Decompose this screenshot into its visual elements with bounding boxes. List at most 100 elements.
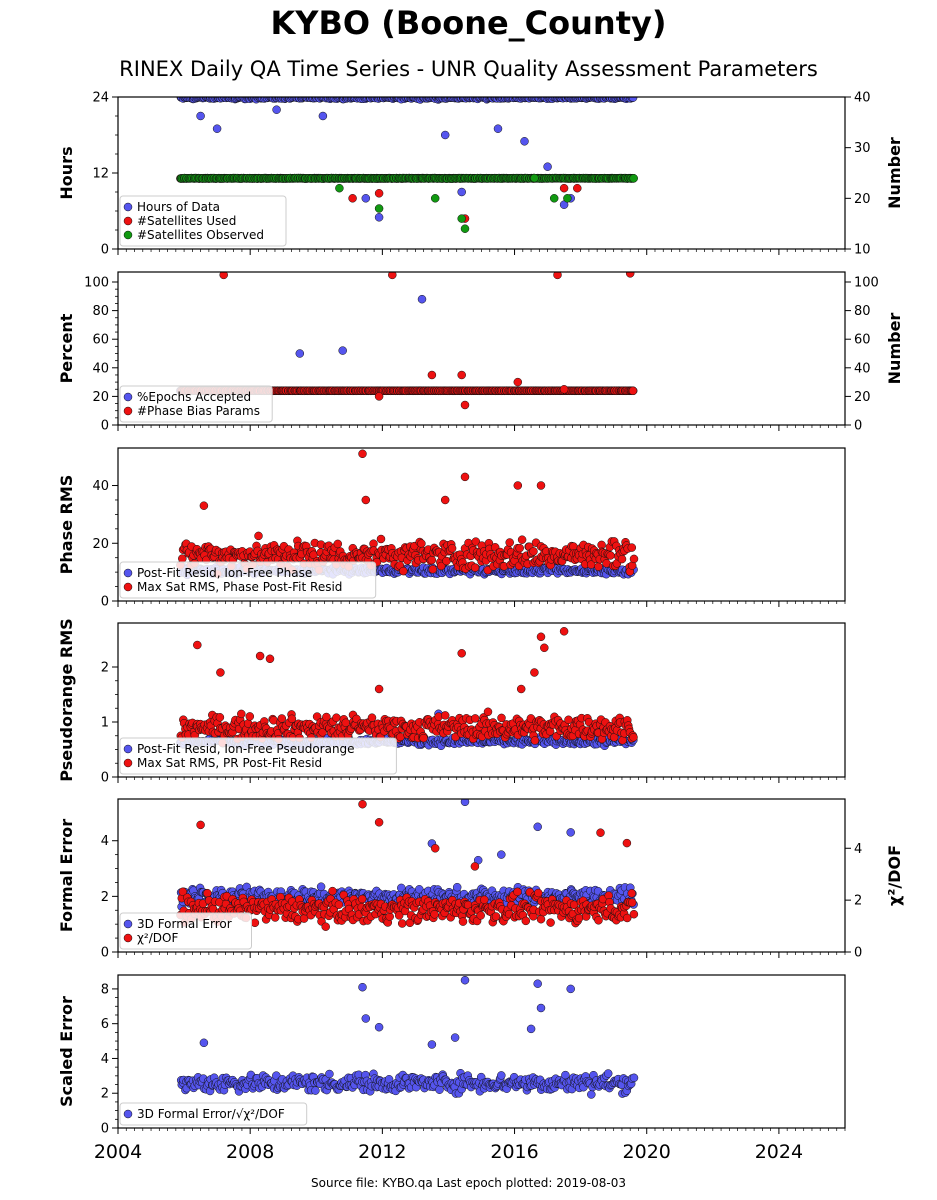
data-point: [536, 632, 546, 642]
data-point: [457, 370, 466, 380]
data-point: [533, 822, 542, 832]
data-point: [625, 272, 635, 278]
legend-panel-4: Post-Fit Resid, Ion-Free PseudorangeMax …: [119, 737, 397, 775]
data-points-panel-3: [176, 449, 639, 580]
data-point: [374, 189, 384, 198]
data-point: [367, 713, 377, 722]
legend-marker: [123, 406, 133, 416]
data-point: [497, 850, 506, 859]
data-point: [334, 900, 344, 909]
data-point: [460, 224, 470, 233]
data-point: [471, 537, 481, 546]
data-point: [237, 709, 246, 719]
y-axis-label: Percent: [57, 313, 76, 383]
legend-label: #Satellites Used: [137, 214, 236, 228]
data-point: [374, 213, 384, 222]
legend-marker: [123, 744, 133, 754]
data-point: [540, 643, 549, 653]
legend-marker: [123, 216, 133, 226]
data-point: [388, 272, 397, 280]
legend-label: #Phase Bias Params: [137, 404, 260, 418]
data-point: [277, 714, 287, 723]
y-tick-label: 80: [92, 304, 109, 319]
data-point: [513, 377, 523, 387]
legend-box: [119, 737, 397, 775]
y-tick-label: 20: [92, 537, 109, 552]
legend-marker: [123, 392, 133, 402]
y2-tick-label: 40: [854, 91, 871, 106]
data-point: [559, 627, 569, 636]
data-point: [460, 799, 470, 807]
y2-tick-label: 40: [854, 361, 871, 376]
data-point: [543, 162, 552, 171]
data-point: [178, 887, 188, 897]
data-point: [440, 130, 450, 140]
y2-tick-label: 60: [854, 333, 871, 348]
data-point: [566, 828, 575, 837]
data-point: [295, 349, 305, 358]
data-point: [270, 913, 280, 922]
legend-box: [119, 195, 287, 247]
data-point: [430, 194, 440, 203]
data-point: [428, 565, 438, 574]
data-point: [358, 449, 367, 459]
y-tick-label: 24: [92, 91, 109, 106]
data-point: [245, 712, 255, 721]
data-point: [629, 554, 639, 564]
data-point: [493, 124, 503, 133]
data-point: [617, 554, 627, 564]
data-point: [357, 894, 367, 904]
data-point: [553, 272, 562, 280]
data-point: [193, 640, 202, 650]
legend-label: Max Sat RMS, Phase Post-Fit Resid: [137, 580, 342, 594]
legend-panel-2: %Epochs Accepted#Phase Bias Params: [119, 385, 273, 423]
figure-title: KYBO (Boone_County): [270, 4, 667, 42]
data-point: [385, 912, 394, 921]
data-point: [618, 736, 627, 745]
y2-axis-label: Number: [885, 313, 904, 385]
data-point: [376, 534, 386, 544]
data-point: [629, 733, 638, 742]
y-axis-label: Pseudorange RMS: [57, 618, 76, 781]
data-point: [470, 714, 480, 723]
data-point: [265, 654, 275, 664]
data-point: [460, 400, 470, 410]
legend-box: [119, 385, 273, 423]
data-point: [338, 346, 347, 355]
data-point: [483, 707, 493, 717]
data-point: [399, 566, 408, 576]
data-point: [255, 651, 265, 661]
data-point: [417, 294, 427, 304]
y-tick-label: 40: [92, 361, 109, 376]
data-point: [457, 214, 466, 223]
data-point: [427, 555, 437, 565]
data-point: [629, 174, 638, 183]
data-point: [440, 495, 450, 505]
data-point: [505, 538, 514, 547]
data-point: [216, 668, 225, 677]
y2-tick-label: 0: [854, 419, 862, 434]
data-point: [530, 736, 540, 745]
legend-label: Post-Fit Resid, Ion-Free Pseudorange: [137, 742, 355, 756]
data-point: [520, 137, 529, 146]
data-point: [348, 194, 357, 203]
data-point: [397, 883, 406, 893]
data-point: [287, 714, 297, 724]
y-axis-label: Hours: [57, 146, 76, 199]
y-tick-label: 0: [101, 243, 109, 258]
data-point: [515, 543, 524, 553]
data-point: [529, 547, 538, 556]
y-tick-label: 0: [101, 595, 109, 610]
data-point: [536, 481, 546, 490]
y-tick-label: 0: [101, 771, 109, 786]
data-point: [460, 472, 470, 482]
data-point: [573, 183, 582, 193]
data-point: [559, 385, 569, 394]
legend-marker: [123, 202, 133, 212]
data-point: [627, 543, 637, 552]
y2-tick-label: 100: [854, 276, 879, 291]
data-point: [628, 386, 638, 396]
y-tick-label: 1: [101, 716, 109, 731]
